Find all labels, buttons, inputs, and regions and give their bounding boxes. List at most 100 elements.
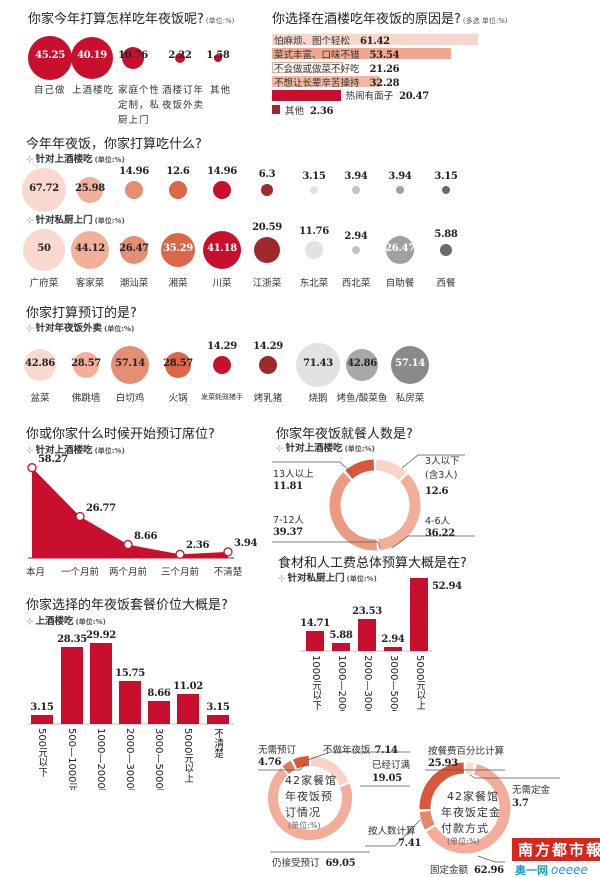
- unit-label: (单位:%): [344, 445, 375, 453]
- bubble: [386, 236, 414, 264]
- donut-segment: [268, 768, 352, 840]
- x-tick-label: 不清楚: [212, 728, 223, 758]
- leader-line: [258, 763, 306, 771]
- bubble-value: 40.19: [77, 50, 107, 61]
- segment-value: 7.14: [374, 745, 398, 756]
- bubble-value: 57.14: [115, 358, 145, 369]
- chart-subtitle: ⊹ 针对上酒楼吃 (单位:%): [26, 442, 125, 456]
- bar: [272, 90, 341, 101]
- bar-row: 不会做或做菜不好吃 21.26: [274, 61, 400, 75]
- chart-title-text: 你选择在酒楼吃年夜饭的原因是?: [272, 12, 461, 27]
- cross-icon: ⊹: [26, 155, 34, 165]
- bar-label: 不会做或做菜不好吃: [274, 64, 360, 75]
- bar-value: 52.94: [432, 580, 462, 592]
- x-tick-label: 1000—2000元: [336, 655, 347, 711]
- bubble-value: 26.47: [119, 243, 149, 254]
- donut-center-unit: (单位:%): [288, 821, 321, 830]
- bar: [272, 34, 478, 45]
- bar: [177, 694, 199, 724]
- x-tick-label: 2000—3000元: [124, 728, 135, 790]
- category-label: 自己做: [34, 85, 66, 96]
- category-label: 烤乳猪: [253, 393, 283, 404]
- bubble: [24, 349, 56, 381]
- point-value: 3.94: [234, 537, 258, 549]
- bubble: [122, 47, 144, 69]
- category-label: 西餐: [436, 278, 456, 289]
- bubble-value: 44.12: [75, 243, 105, 254]
- subtitle-text: 针对私厨上门: [287, 573, 345, 584]
- site-name-en: oeeee: [551, 863, 588, 877]
- bubble-value: 14.96: [207, 166, 237, 177]
- segment-value: 36.22: [425, 528, 455, 539]
- unit-label: (单位:%): [346, 575, 377, 583]
- category-label: 广府菜: [29, 278, 59, 289]
- bubble: [120, 236, 148, 264]
- chart-subtitle: ⊹ 针对私厨上门 (单位:%): [278, 570, 377, 584]
- leader-line: [365, 819, 421, 847]
- bubble: [165, 352, 191, 378]
- x-tick-label: 三个月前: [160, 567, 199, 578]
- bubble: [296, 343, 340, 387]
- segment-label: 无需预订: [258, 745, 297, 756]
- cross-icon: ⊹: [26, 216, 34, 226]
- cross-icon: ⊹: [276, 444, 284, 454]
- bubble: [71, 37, 113, 79]
- leader-line: [401, 454, 465, 469]
- bubble: [175, 53, 185, 63]
- donut-segment: [282, 760, 296, 774]
- bubble: [23, 229, 65, 271]
- x-tick-label: 500—1000元: [66, 728, 77, 790]
- bubble: [214, 54, 222, 62]
- chart-title: 你家选择的年夜饭套餐价位大概是?: [26, 594, 228, 613]
- bubble-value: 14.29: [207, 341, 237, 352]
- bar-value: 20.47: [399, 91, 429, 102]
- bubble-value: 3.15: [434, 171, 458, 182]
- bubble: [310, 186, 318, 194]
- donut-center-text: 42家餐馆: [447, 790, 499, 803]
- bar-value: 28.35: [57, 634, 87, 646]
- site-name-cn: 奥一网: [515, 864, 548, 877]
- segment-label: 13人以上: [273, 469, 314, 480]
- segment-value: 39.37: [273, 527, 303, 538]
- chart-title: 你或你家什么时候开始预订席位?: [26, 423, 215, 442]
- bar: [207, 715, 229, 724]
- cross-icon: ⊹: [26, 324, 34, 334]
- segment-label: 无需定金: [512, 785, 551, 796]
- unit-label: (多选 单位:%): [462, 17, 508, 25]
- bubble: [396, 186, 404, 194]
- bar-value: 14.71: [300, 617, 330, 629]
- donut-segment: [465, 762, 475, 775]
- bar-value: 2.36: [310, 106, 334, 117]
- point-value: 58.27: [38, 453, 68, 465]
- bubble-value: 14.96: [119, 166, 149, 177]
- category-label: 客家菜: [75, 278, 105, 289]
- bar-row: 怕麻烦、图个轻松 61.42: [274, 33, 390, 47]
- donut-segment: [426, 764, 511, 854]
- subtitle-text: 针对上酒楼吃: [35, 154, 93, 165]
- donut-center-text: 付款方式: [441, 822, 489, 835]
- bubble-value: 3.94: [344, 171, 368, 182]
- bar-row: 其他 2.36: [285, 103, 333, 117]
- x-tick-label: 500元以下: [36, 728, 47, 778]
- bubble-value: 28.57: [71, 358, 101, 369]
- bubble: [305, 241, 323, 259]
- data-point: [27, 463, 37, 473]
- category-label: 烧鹅: [308, 393, 328, 404]
- bar-value: 3.15: [206, 702, 230, 714]
- bar-value: 32.28: [369, 78, 400, 89]
- category-label: 发菜蚝豉猪手: [201, 393, 243, 401]
- data-point: [75, 511, 85, 522]
- bar: [272, 105, 280, 114]
- donut-center-text: 42家餐馆: [285, 774, 337, 787]
- segment-row: 仍接受预订 69.05: [272, 855, 356, 869]
- bubble: [203, 231, 241, 269]
- bubble: [261, 184, 273, 196]
- x-tick-label: 1000元以下: [310, 655, 321, 711]
- segment-row: 固定金额 62.96: [430, 862, 504, 876]
- area-fill: [32, 467, 228, 558]
- leader-line: [469, 774, 560, 779]
- bubble: [254, 237, 280, 263]
- bar: [272, 48, 452, 59]
- category-label: 自助餐: [385, 278, 415, 289]
